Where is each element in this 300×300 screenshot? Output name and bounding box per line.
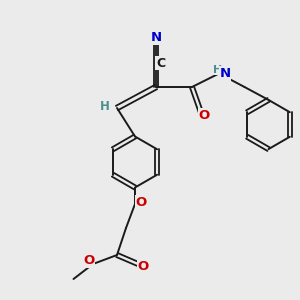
Text: O: O [83, 254, 94, 268]
Text: O: O [138, 260, 149, 274]
Text: N: N [219, 67, 231, 80]
Text: O: O [198, 109, 210, 122]
Text: H: H [213, 65, 222, 75]
Text: H: H [100, 100, 110, 113]
Text: O: O [135, 196, 147, 209]
Text: C: C [156, 56, 165, 70]
Text: N: N [150, 31, 162, 44]
